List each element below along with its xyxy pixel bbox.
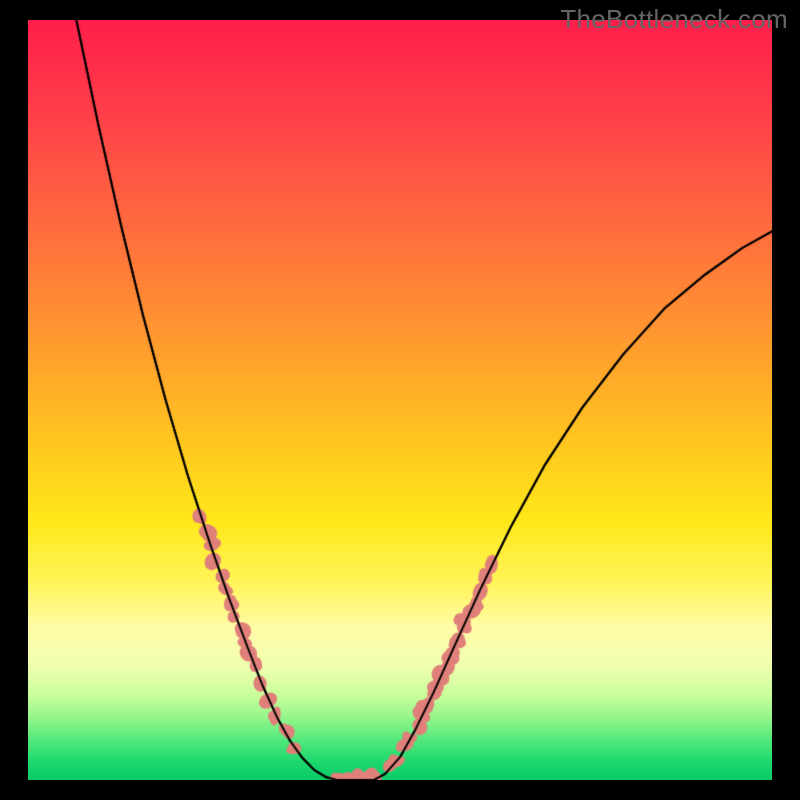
plot-area xyxy=(28,20,772,780)
chart-root: TheBottleneck.com xyxy=(0,0,800,800)
bottleneck-chart-canvas xyxy=(28,20,772,780)
watermark-text: TheBottleneck.com xyxy=(560,4,788,35)
